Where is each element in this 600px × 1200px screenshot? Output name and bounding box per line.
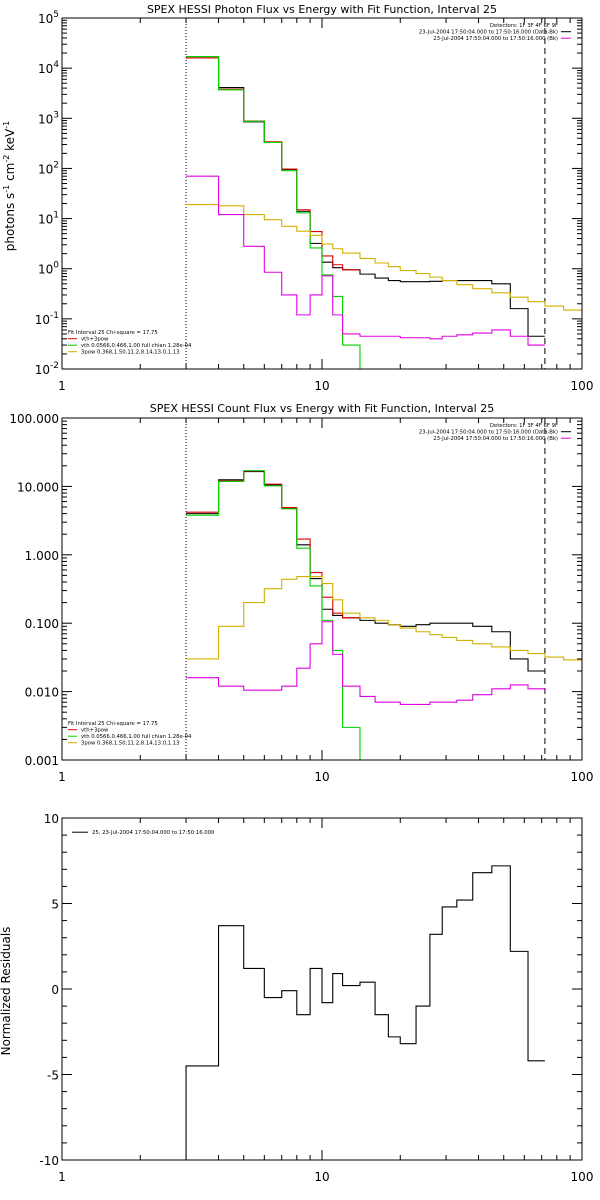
x-tick-label: 10: [314, 1170, 329, 1184]
legend-entry: 25, 23-Jul-2004 17:50:04.000 to 17:50:16…: [92, 830, 215, 836]
legend-bottom-entry: Fit Interval 25 Chi-square = 17.75: [68, 721, 158, 727]
x-tick-label: 1: [58, 1170, 66, 1184]
y-tick-label: 102: [38, 160, 59, 176]
series-line-3: [186, 576, 582, 661]
y-axis: 0.001 0.010 0.100 1.000 10.000 100.000: [9, 412, 582, 768]
y-tick-label: -5: [47, 1069, 59, 1083]
series-line-3: [186, 204, 582, 311]
residuals-y-axis-label: Normalized Residuals: [0, 927, 13, 1056]
y-axis: -10 -5 0 5 10: [39, 812, 582, 1168]
photon-panel-title: SPEX HESSI Photon Flux vs Energy with Fi…: [147, 3, 497, 16]
y-tick-label: 101: [38, 211, 59, 227]
y-tick-label: 1.000: [25, 549, 59, 563]
residuals-panel: Normalized Residuals 1 10 100 -10 -5 0 5 10 25, …: [0, 812, 593, 1184]
x-axis: 1 10 100: [58, 818, 593, 1184]
series-line-0: [185, 865, 545, 1160]
x-tick-label: 1: [58, 770, 66, 784]
y-tick-label: 10.000: [17, 480, 59, 494]
y-tick-label: 0.010: [25, 686, 59, 700]
x-tick-label: 10: [314, 379, 329, 393]
plot-area: [185, 418, 582, 760]
legend-bottom-entry: vth 0.0566,0.466,1.00 full chian 1.28e-0…: [81, 734, 192, 740]
legend-top-entry: 23-Jul-2004 17:50:04.000 to 17:50:16.000…: [433, 436, 558, 442]
y-tick-label: -10: [39, 1154, 59, 1168]
photon-y-axis-label: photons s-1 cm-2 keV-1: [2, 121, 17, 252]
y-tick-label: 0.001: [25, 754, 59, 768]
y-tick-label: 5: [51, 898, 59, 912]
y-tick-label: 100.000: [9, 412, 59, 426]
series-line-0: [186, 470, 545, 672]
y-tick-label: 10-2: [35, 361, 59, 377]
plot-area: [185, 18, 582, 369]
y-tick-label: 10-1: [35, 311, 59, 327]
count-flux-panel: SPEX HESSI Count Flux vs Energy with Fit…: [9, 402, 593, 784]
x-tick-label: 100: [571, 379, 594, 393]
legend-top-entry: Detectors: 1F 3F 4F 6F 9F: [490, 423, 558, 429]
x-tick-label: 1: [58, 379, 66, 393]
legend-bottom-entry: 3pow 0.368,1.50,11.2,8.14,13.0,1.13: [81, 741, 180, 747]
count-panel-title: SPEX HESSI Count Flux vs Energy with Fit…: [150, 402, 494, 415]
y-tick-label: 105: [38, 10, 59, 26]
legend-bottom-entry: Fit Interval 25 Chi-square = 17.75: [68, 330, 158, 336]
x-axis: 1 10 100: [58, 18, 593, 393]
legend-bottom-entry: vth 0.0566,0.466,1.00 full chian 1.28e-0…: [81, 343, 192, 349]
x-tick-label: 100: [571, 1170, 594, 1184]
y-tick-label: 0.100: [25, 617, 59, 631]
y-tick-label: 100: [38, 261, 59, 277]
legend-bottom-entry: vth+3pow: [81, 728, 109, 734]
legend-bottom: Fit Interval 25 Chi-square = 17.75vth+3p…: [68, 721, 192, 747]
x-tick-label: 10: [314, 770, 329, 784]
legend-top-entry: 23-Jul-2004 17:50:04.000 to 17:50:16.000…: [419, 30, 558, 36]
y-tick-label: 10: [44, 812, 59, 826]
legend: 25, 23-Jul-2004 17:50:04.000 to 17:50:16…: [72, 830, 215, 836]
y-tick-label: 103: [38, 110, 59, 126]
photon-flux-panel: SPEX HESSI Photon Flux vs Energy with Fi…: [2, 3, 593, 393]
legend-bottom: Fit Interval 25 Chi-square = 17.75vth+3p…: [68, 330, 192, 356]
x-axis: 1 10 100: [58, 418, 593, 784]
y-axis: 10-2 10-1 100 101 102 103 104 105: [35, 10, 582, 377]
y-tick-label: 0: [51, 983, 59, 997]
series-line-4: [186, 621, 545, 705]
series-line-2: [186, 470, 361, 760]
legend-top-entry: 23-Jul-2004 17:50:04.000 to 17:50:16.000…: [433, 36, 558, 42]
series-line-4: [186, 175, 545, 346]
x-tick-label: 100: [571, 770, 594, 784]
plot-area: [185, 865, 545, 1160]
legend-bottom-entry: 3pow 0.368,1.50,11.2,8.14,13.0,1.13: [81, 350, 180, 356]
legend-bottom-entry: vth+3pow: [81, 337, 109, 343]
legend-top-entry: 23-Jul-2004 17:50:04.000 to 17:50:16.000…: [419, 430, 558, 436]
y-tick-label: 104: [38, 60, 59, 76]
legend-top-entry: Detectors: 1F 3F 4F 6F 9F: [490, 23, 558, 29]
